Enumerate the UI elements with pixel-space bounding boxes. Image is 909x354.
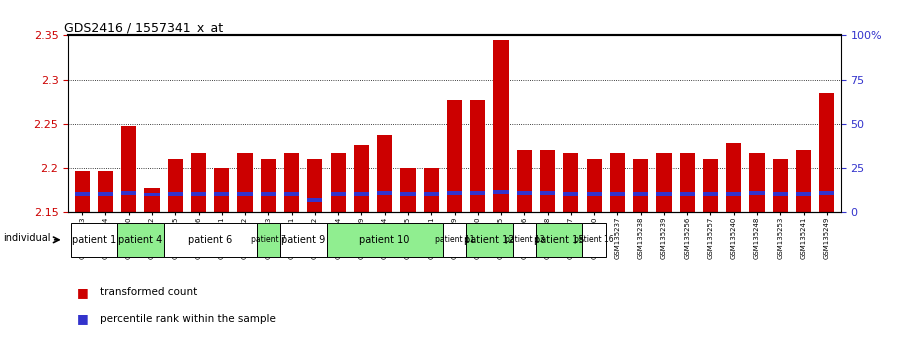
Bar	[516, 150, 532, 212]
Bar	[191, 192, 206, 196]
Bar	[516, 191, 532, 195]
Bar	[424, 192, 439, 196]
Bar	[167, 159, 183, 212]
Bar	[513, 223, 536, 257]
Bar	[680, 153, 694, 212]
Bar	[377, 135, 393, 212]
Bar	[726, 192, 742, 196]
Bar	[261, 159, 276, 212]
Bar	[819, 191, 834, 195]
Text: individual: individual	[3, 233, 50, 243]
Bar	[583, 223, 605, 257]
Bar	[191, 153, 206, 212]
Bar	[164, 223, 256, 257]
Bar	[98, 192, 113, 196]
Bar	[121, 191, 136, 195]
Bar	[284, 153, 299, 212]
Bar	[656, 153, 672, 212]
Bar	[237, 192, 253, 196]
Bar	[447, 191, 462, 195]
Bar	[331, 192, 345, 196]
Bar	[447, 100, 462, 212]
Bar	[703, 192, 718, 196]
Bar	[326, 223, 443, 257]
Bar	[470, 100, 485, 212]
Bar	[167, 192, 183, 196]
Bar	[117, 223, 164, 257]
Text: patient 12: patient 12	[464, 235, 514, 245]
Bar	[145, 193, 159, 196]
Bar	[215, 192, 229, 196]
Bar	[750, 153, 764, 212]
Bar	[726, 143, 742, 212]
Bar	[71, 223, 117, 257]
Bar	[703, 159, 718, 212]
Bar	[261, 192, 276, 196]
Bar	[586, 159, 602, 212]
Bar	[284, 192, 299, 196]
Bar	[256, 223, 280, 257]
Bar	[145, 188, 159, 212]
Bar	[424, 168, 439, 212]
Bar	[564, 192, 578, 196]
Bar	[680, 192, 694, 196]
Bar	[280, 223, 326, 257]
Bar	[586, 192, 602, 196]
Text: percentile rank within the sample: percentile rank within the sample	[100, 314, 275, 324]
Bar	[377, 191, 393, 195]
Text: patient 7: patient 7	[251, 235, 285, 244]
Bar	[331, 153, 345, 212]
Text: patient 4: patient 4	[118, 235, 163, 245]
Bar	[75, 171, 90, 212]
Text: ■: ■	[77, 312, 89, 325]
Bar	[307, 159, 323, 212]
Text: patient 10: patient 10	[359, 235, 410, 245]
Bar	[610, 192, 625, 196]
Bar	[536, 223, 583, 257]
Bar	[796, 150, 811, 212]
Bar	[400, 168, 415, 212]
Bar	[540, 191, 555, 195]
Text: GDS2416 / 1557341_x_at: GDS2416 / 1557341_x_at	[64, 21, 223, 34]
Text: patient 9: patient 9	[281, 235, 325, 245]
Text: patient 6: patient 6	[188, 235, 233, 245]
Bar	[470, 191, 485, 195]
Bar	[215, 168, 229, 212]
Bar	[633, 159, 648, 212]
Bar	[494, 190, 509, 194]
Bar	[633, 192, 648, 196]
Bar	[75, 192, 90, 196]
Bar	[564, 153, 578, 212]
Text: patient 16: patient 16	[574, 235, 614, 244]
Bar	[98, 171, 113, 212]
Bar	[466, 223, 513, 257]
Bar	[610, 153, 625, 212]
Bar	[354, 192, 369, 196]
Bar	[237, 153, 253, 212]
Bar	[494, 40, 509, 212]
Text: ■: ■	[77, 286, 89, 298]
Text: patient 15: patient 15	[534, 235, 584, 245]
Bar	[773, 159, 788, 212]
Bar	[656, 192, 672, 196]
Text: patient 13: patient 13	[504, 235, 544, 244]
Text: patient 11: patient 11	[435, 235, 474, 244]
Bar	[400, 192, 415, 196]
Bar	[443, 223, 466, 257]
Bar	[354, 145, 369, 212]
Bar	[796, 192, 811, 196]
Bar	[819, 93, 834, 212]
Bar	[540, 150, 555, 212]
Bar	[750, 191, 764, 195]
Bar	[121, 126, 136, 212]
Text: patient 1: patient 1	[72, 235, 116, 245]
Bar	[307, 198, 323, 202]
Text: transformed count: transformed count	[100, 287, 197, 297]
Bar	[773, 192, 788, 196]
